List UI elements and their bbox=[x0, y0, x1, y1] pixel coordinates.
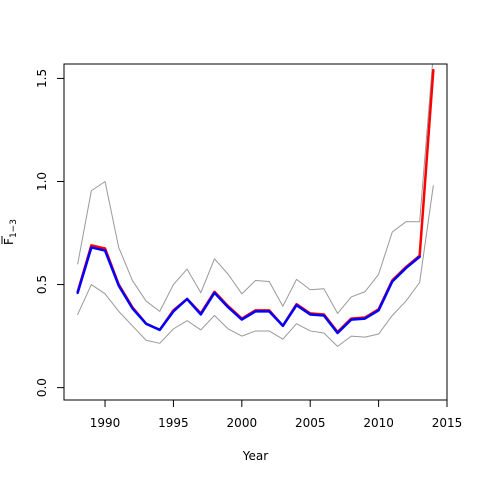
x-tick-label: 1990 bbox=[90, 416, 121, 430]
svg-text:F1−3: F1−3 bbox=[2, 219, 19, 245]
y-tick-label: 0.5 bbox=[35, 275, 49, 294]
y-tick-label: 1.0 bbox=[35, 172, 49, 191]
series-line-2 bbox=[77, 185, 434, 347]
x-tick-label: 2005 bbox=[295, 416, 326, 430]
x-tick-label: 2010 bbox=[363, 416, 394, 430]
x-tick-label: 2000 bbox=[227, 416, 258, 430]
x-axis-title: Year bbox=[242, 449, 268, 463]
y-axis-title-sub: 1−3 bbox=[9, 219, 19, 238]
y-axis-title: F1−3 bbox=[1, 219, 19, 245]
y-tick-label: 0.0 bbox=[35, 378, 49, 397]
series-line-3 bbox=[76, 68, 435, 334]
x-tick-label: 1995 bbox=[158, 416, 189, 430]
series-layer bbox=[76, 64, 435, 347]
series-line-4 bbox=[76, 246, 421, 335]
series-line-1 bbox=[77, 64, 433, 314]
y-axis: 0.0 0.5 1.0 1.5 bbox=[35, 69, 65, 397]
plot-frame bbox=[63, 63, 448, 401]
x-axis: 1990 1995 2000 2005 2010 2015 bbox=[90, 399, 463, 430]
y-axis-title-main: F bbox=[2, 238, 16, 245]
x-tick-label: 2015 bbox=[432, 416, 463, 430]
y-tick-label: 1.5 bbox=[35, 69, 49, 88]
